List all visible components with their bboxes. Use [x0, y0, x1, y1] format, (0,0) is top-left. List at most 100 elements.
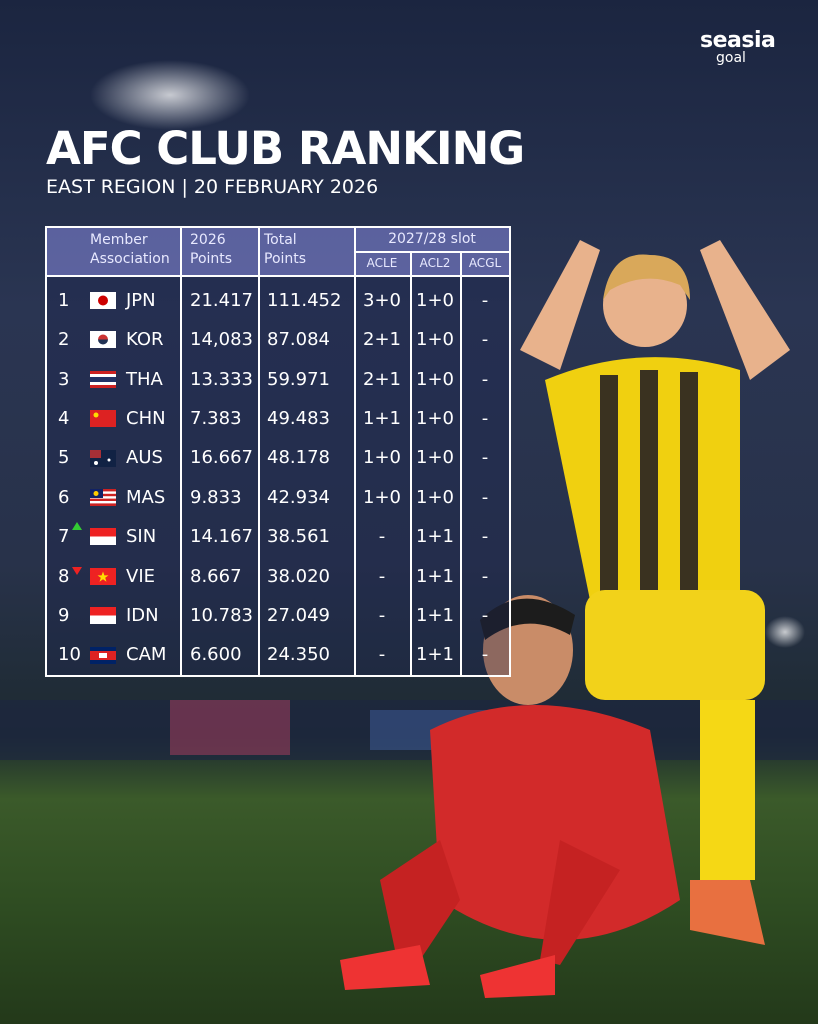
- trend-up: [72, 522, 82, 530]
- slot-value: 1+1: [416, 644, 454, 666]
- rank: 8: [58, 565, 70, 587]
- rank: 3: [58, 368, 70, 390]
- country-code: IDN: [126, 604, 159, 626]
- light: [765, 616, 805, 648]
- column-header: 2026 Points: [190, 232, 233, 267]
- slot-value: -: [481, 644, 489, 666]
- rank: 9: [58, 604, 70, 626]
- points-2026: 16.667: [190, 447, 253, 469]
- points-2026: 10.783: [190, 604, 253, 626]
- table-border: [45, 275, 511, 277]
- flag-sin: [90, 528, 116, 545]
- total-points: 87.084: [267, 329, 330, 351]
- slot-value: 1+1: [363, 407, 401, 429]
- total-points: 49.483: [267, 407, 330, 429]
- slot-value: -: [481, 407, 489, 429]
- slot-value: 1+0: [416, 289, 454, 311]
- flag-mas: [90, 489, 116, 506]
- slot-value: -: [378, 604, 386, 626]
- slot-value: -: [481, 329, 489, 351]
- slot-value: -: [481, 368, 489, 390]
- table-border: [258, 226, 260, 676]
- brand-name: seasia: [700, 28, 776, 53]
- slot-value: 1+1: [416, 604, 454, 626]
- slot-column-header: ACGL: [468, 256, 502, 270]
- ad-board: [170, 700, 290, 755]
- total-points: 38.020: [267, 565, 330, 587]
- rank: 1: [58, 289, 70, 311]
- country-code: JPN: [126, 289, 156, 311]
- light: [90, 60, 250, 130]
- slot-column-header: ACLE: [366, 256, 398, 270]
- slot-value: -: [481, 565, 489, 587]
- points-2026: 14.167: [190, 526, 253, 548]
- column-header: Member Association: [90, 232, 170, 267]
- table-border: [354, 226, 356, 676]
- slot-value: 3+0: [363, 289, 401, 311]
- slot-value: -: [378, 526, 386, 548]
- player-red: [340, 595, 680, 998]
- table-border: [45, 226, 47, 676]
- flag-chn: [90, 410, 116, 427]
- rank: 7: [58, 526, 70, 548]
- points-2026: 21.417: [190, 289, 253, 311]
- table-border: [45, 675, 511, 677]
- points-2026: 14,083: [190, 329, 253, 351]
- slot-value: 1+0: [416, 407, 454, 429]
- slot-value: 1+0: [416, 486, 454, 508]
- slot-header: 2027/28 slot: [388, 231, 476, 247]
- points-2026: 6.600: [190, 644, 242, 666]
- slot-value: 1+0: [416, 447, 454, 469]
- table-border: [460, 251, 462, 676]
- slot-value: 1+0: [416, 368, 454, 390]
- slot-value: 1+0: [363, 447, 401, 469]
- country-code: THA: [126, 368, 163, 390]
- player-yellow: [520, 240, 790, 945]
- rank: 2: [58, 329, 70, 351]
- rank: 5: [58, 447, 70, 469]
- flag-tha: [90, 371, 116, 388]
- title: AFC CLUB RANKING: [46, 122, 525, 175]
- column-header: Total Points: [264, 232, 307, 267]
- slot-value: -: [378, 565, 386, 587]
- flag-vie: [90, 568, 116, 585]
- total-points: 59.971: [267, 368, 330, 390]
- trend-down: [72, 567, 82, 575]
- slot-value: 1+1: [416, 526, 454, 548]
- slot-value: 2+1: [363, 329, 401, 351]
- rank: 6: [58, 486, 70, 508]
- country-code: MAS: [126, 486, 166, 508]
- flag-jpn: [90, 292, 116, 309]
- rank: 4: [58, 407, 70, 429]
- table-border: [509, 226, 511, 676]
- table-border: [180, 226, 182, 676]
- slot-column-header: ACL2: [419, 256, 451, 270]
- points-2026: 8.667: [190, 565, 242, 587]
- slot-value: 1+0: [416, 329, 454, 351]
- country-code: KOR: [126, 329, 164, 351]
- points-2026: 13.333: [190, 368, 253, 390]
- slot-value: -: [378, 644, 386, 666]
- flag-aus: [90, 450, 116, 467]
- country-code: AUS: [126, 447, 163, 469]
- slot-value: -: [481, 447, 489, 469]
- slot-value: 1+1: [416, 565, 454, 587]
- total-points: 38.561: [267, 526, 330, 548]
- slot-value: -: [481, 526, 489, 548]
- total-points: 27.049: [267, 604, 330, 626]
- brand-sub: goal: [716, 50, 746, 66]
- country-code: VIE: [126, 565, 155, 587]
- flag-idn: [90, 607, 116, 624]
- table-border: [354, 251, 510, 253]
- country-code: CAM: [126, 644, 167, 666]
- slot-value: 2+1: [363, 368, 401, 390]
- subtitle: EAST REGION | 20 FEBRUARY 2026: [46, 176, 379, 198]
- slot-value: 1+0: [363, 486, 401, 508]
- rank: 10: [58, 644, 81, 666]
- table-border: [410, 251, 412, 676]
- total-points: 24.350: [267, 644, 330, 666]
